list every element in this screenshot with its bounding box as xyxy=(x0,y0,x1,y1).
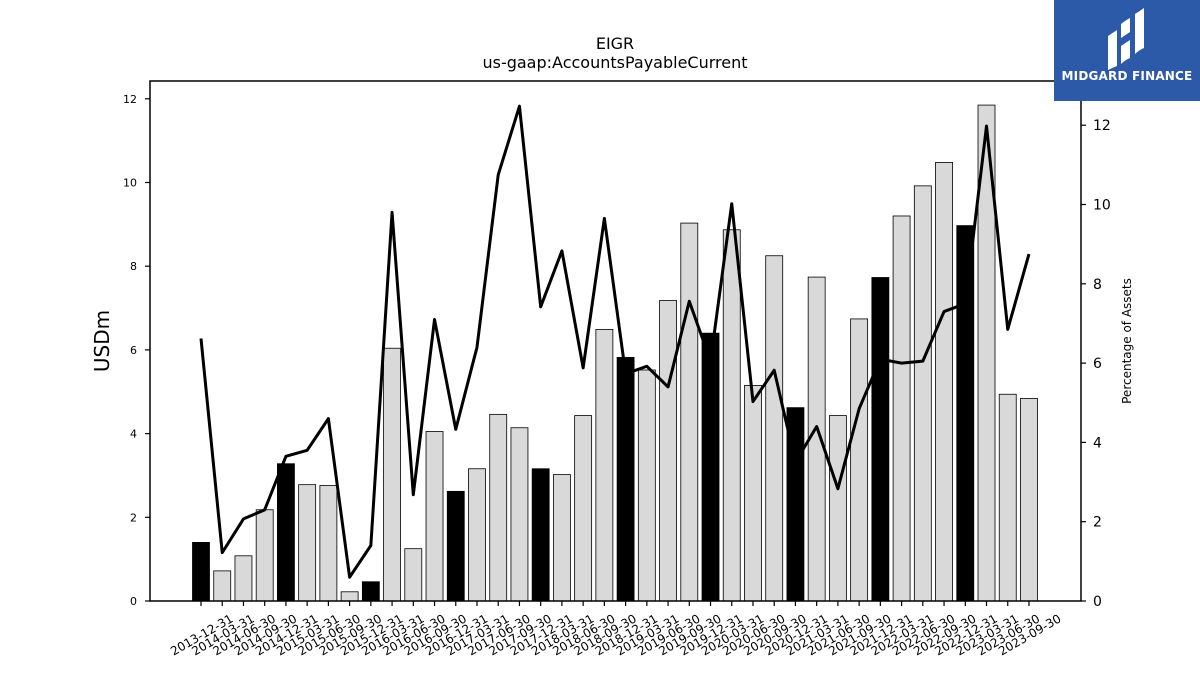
y-left-tick-label: 6 xyxy=(130,344,137,357)
bar-2014-03-31 xyxy=(213,570,232,602)
y-left-tick-label: 4 xyxy=(130,428,137,441)
bar-2016-06-30 xyxy=(404,548,423,602)
y-left-tick-label: 8 xyxy=(130,260,137,273)
y-left-tick-label: 10 xyxy=(123,177,137,190)
logo-mark-icon xyxy=(1108,8,1144,70)
bar-2019-06-30 xyxy=(659,300,677,602)
bar-2022-12-31 xyxy=(956,225,975,602)
y-axis-left: 0 2 4 6 8 10 12 xyxy=(123,93,150,608)
y-axis-left-label: USDm xyxy=(90,310,114,372)
bar-2022-03-31 xyxy=(892,215,911,602)
logo-text: MIDGARD FINANCE xyxy=(1061,69,1193,83)
bar-2022-09-30 xyxy=(935,162,953,602)
bar-2016-03-31 xyxy=(383,347,401,602)
bar-2016-09-30 xyxy=(425,431,444,602)
bar-2017-06-30 xyxy=(489,413,508,602)
bar-2016-12-31 xyxy=(446,490,465,602)
bar-2018-03-31 xyxy=(553,474,571,602)
bar-2018-12-31 xyxy=(616,357,635,602)
y-axis-right: 0 2 4 6 8 10 12 xyxy=(1081,118,1111,610)
y-left-tick-label: 12 xyxy=(123,93,137,106)
bar-2015-09-30 xyxy=(340,591,359,602)
bar-2019-03-31 xyxy=(637,369,656,602)
y-right-tick-label: 8 xyxy=(1093,277,1102,293)
bar-series xyxy=(192,104,1038,602)
y-right-tick-label: 0 xyxy=(1093,594,1102,610)
y-right-tick-label: 12 xyxy=(1093,118,1111,134)
bar-2023-06-30 xyxy=(998,393,1017,602)
bar-2020-06-30 xyxy=(744,385,762,602)
bar-2019-12-31 xyxy=(701,332,720,602)
bar-2013-12-31 xyxy=(192,542,210,602)
y-right-tick-label: 4 xyxy=(1093,435,1102,451)
bar-2017-12-31 xyxy=(531,468,550,602)
percentage-line xyxy=(199,104,1031,579)
bar-2014-12-31 xyxy=(277,463,295,602)
midgard-finance-logo: MIDGARD FINANCE xyxy=(1054,0,1200,101)
line-series xyxy=(199,104,1031,579)
y-left-tick-label: 0 xyxy=(130,595,137,608)
x-axis: 2013-12-312014-03-312014-06-302014-09-30… xyxy=(168,601,1063,658)
y-right-tick-label: 10 xyxy=(1093,198,1111,214)
bar-2023-09-30 xyxy=(1020,398,1038,602)
bar-2015-12-31 xyxy=(361,581,380,602)
bar-2014-06-30 xyxy=(234,555,253,602)
bar-2019-09-30 xyxy=(680,222,699,602)
bar-2014-09-30 xyxy=(255,509,274,602)
bar-2015-06-30 xyxy=(319,485,338,602)
bar-2018-09-30 xyxy=(595,328,614,602)
bar-2021-12-31 xyxy=(871,277,890,602)
bar-2018-06-30 xyxy=(574,415,593,602)
bar-2015-03-31 xyxy=(298,484,317,602)
y-axis-right-label: Percentage of Assets xyxy=(1120,278,1134,404)
plot-frame xyxy=(149,80,1082,602)
chart-subtitle: us-gaap:AccountsPayableCurrent xyxy=(482,53,747,72)
bar-2020-09-30 xyxy=(765,255,784,602)
bar-2017-09-30 xyxy=(510,427,529,602)
bar-2021-09-30 xyxy=(850,318,869,602)
bar-2017-03-31 xyxy=(468,468,486,602)
chart-title: EIGR xyxy=(596,34,634,53)
bar-2020-03-31 xyxy=(722,229,741,602)
y-right-tick-label: 2 xyxy=(1093,515,1102,531)
bar-2021-06-30 xyxy=(829,415,847,602)
y-left-tick-label: 2 xyxy=(130,511,137,524)
bar-2022-06-30 xyxy=(913,185,932,602)
y-right-tick-label: 6 xyxy=(1093,356,1102,372)
